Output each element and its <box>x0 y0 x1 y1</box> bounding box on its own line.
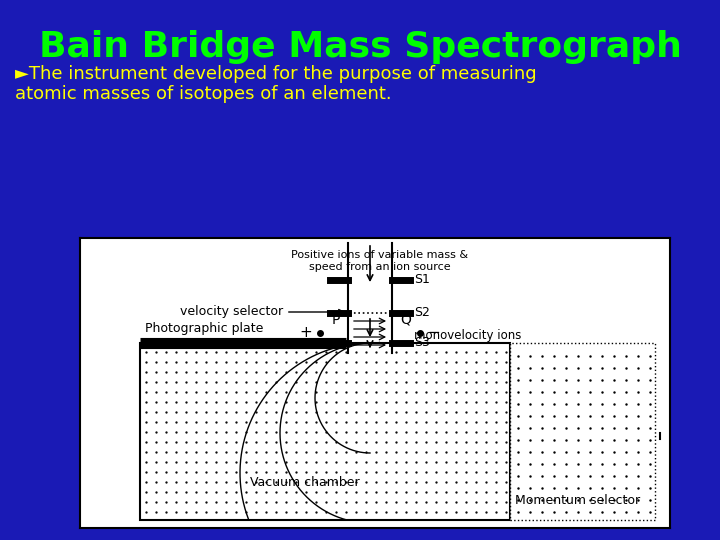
Text: Q: Q <box>400 313 411 327</box>
Bar <box>510 343 655 520</box>
Text: monovelocity ions: monovelocity ions <box>414 329 521 342</box>
Text: S3: S3 <box>414 336 430 349</box>
Text: S1: S1 <box>414 273 430 287</box>
Bar <box>348 313 392 343</box>
Text: −: − <box>428 326 441 341</box>
Text: Bain Bridge Mass Spectrograph: Bain Bridge Mass Spectrograph <box>39 30 681 64</box>
Text: Photographic plate: Photographic plate <box>145 322 264 335</box>
Text: atomic masses of isotopes of an element.: atomic masses of isotopes of an element. <box>15 85 392 103</box>
Text: ►The instrument developed for the purpose of measuring: ►The instrument developed for the purpos… <box>15 65 536 83</box>
Text: Positive ions of variable mass &
speed from an ion source: Positive ions of variable mass & speed f… <box>292 250 469 272</box>
Text: +: + <box>300 326 312 341</box>
Bar <box>140 343 510 520</box>
Text: S2: S2 <box>414 307 430 320</box>
Text: Momentum selector: Momentum selector <box>515 494 640 507</box>
Text: Vacuum chamber: Vacuum chamber <box>250 476 360 489</box>
Text: velocity selector: velocity selector <box>180 306 343 319</box>
Text: P: P <box>332 313 340 327</box>
